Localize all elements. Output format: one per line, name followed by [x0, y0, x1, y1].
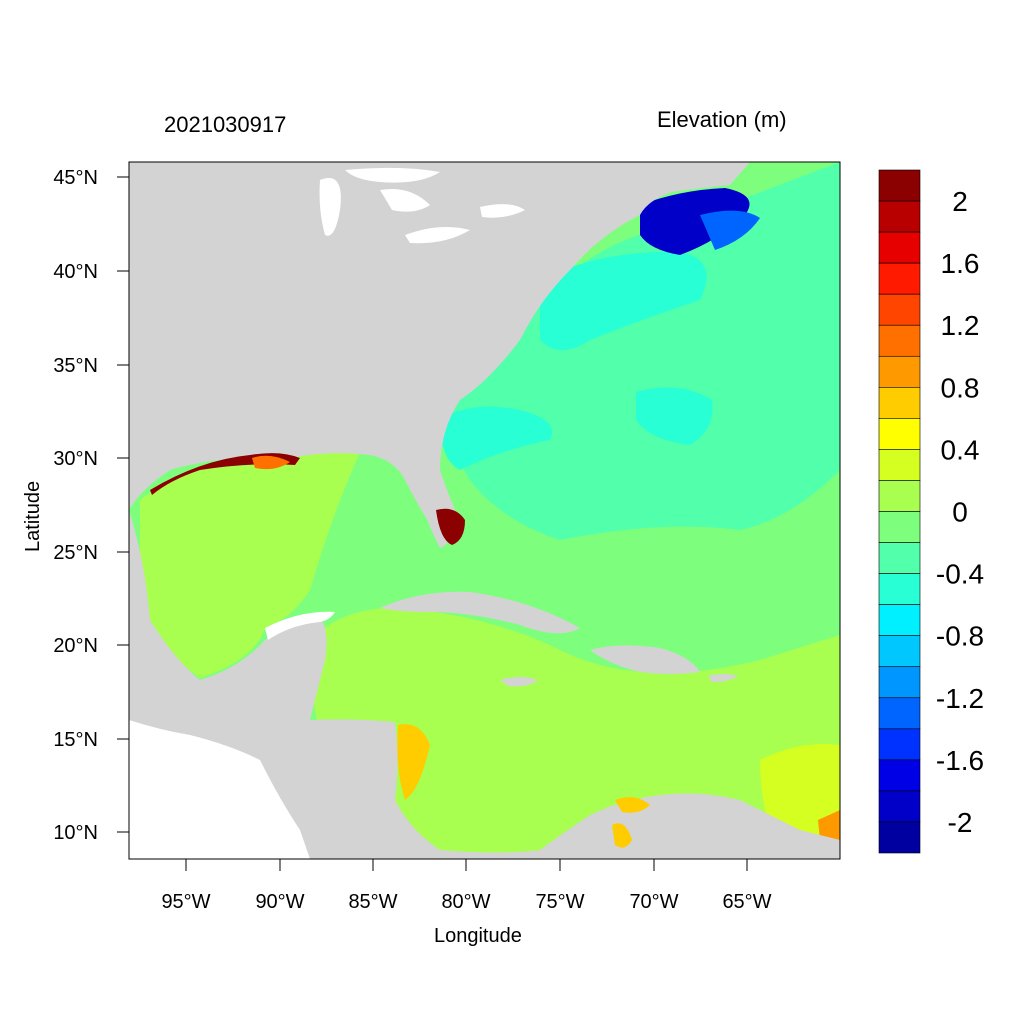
y-axis: 45°N 40°N 35°N 30°N 25°N 20°N 15°N 10°N — [53, 167, 129, 844]
maracaibo-positive — [612, 823, 632, 848]
colorbar-swatch — [878, 262, 921, 295]
colorbar-swatch — [878, 293, 921, 326]
colorbar-swatch — [878, 821, 921, 854]
cuba-land — [380, 591, 580, 634]
colorbar-label: 2 — [952, 186, 968, 217]
y-tick-label: 25°N — [53, 542, 98, 564]
x-tick-label: 90°W — [255, 891, 304, 913]
x-tick-label: 95°W — [161, 891, 210, 913]
hispaniola-land — [590, 645, 700, 674]
colorbar-swatch — [878, 573, 921, 605]
colorbar-swatch — [878, 542, 921, 574]
colorbar-swatch — [878, 790, 921, 823]
x-axis-label: Longitude — [434, 925, 522, 947]
louisiana-surge — [252, 455, 290, 470]
atlantic-eddy — [636, 387, 713, 445]
plot-title-date: 2021030917 — [164, 112, 287, 137]
colorbar-swatch — [878, 635, 921, 668]
colorbar-label: 1.2 — [941, 310, 980, 341]
x-tick-label: 70°W — [629, 891, 678, 913]
y-tick-label: 45°N — [53, 167, 98, 189]
central-america-land — [129, 510, 840, 859]
x-tick-label: 80°W — [441, 891, 490, 913]
x-tick-label: 65°W — [722, 891, 771, 913]
colorbar-label: 0.4 — [941, 434, 980, 465]
atlantic-negative-zone — [440, 162, 840, 540]
plot-title-variable: Elevation (m) — [657, 107, 787, 132]
colorbar-swatch — [878, 759, 921, 792]
south-florida-surge — [436, 508, 465, 545]
y-tick-label: 30°N — [53, 448, 98, 470]
colorbar-swatch — [878, 231, 921, 264]
lake-ontario — [480, 204, 525, 218]
colorbar-swatch — [878, 355, 921, 388]
lake-michigan — [319, 178, 341, 236]
map-panel — [129, 162, 840, 859]
y-tick-label: 10°N — [53, 822, 98, 844]
colorbar-swatch — [878, 697, 921, 730]
colorbar-label: -0.4 — [936, 559, 984, 590]
colorbar-swatch — [878, 324, 921, 357]
colorbar-label: 1.6 — [941, 248, 980, 279]
y-tick-label: 15°N — [53, 729, 98, 751]
lake-erie — [405, 226, 470, 244]
y-tick-label: 20°N — [53, 635, 98, 657]
y-tick-label: 40°N — [53, 261, 98, 283]
y-tick-label: 35°N — [53, 355, 98, 377]
colorbar-swatch — [878, 418, 921, 450]
colorbar-swatch — [878, 511, 921, 543]
lake-huron — [380, 189, 430, 212]
colorbar-swatch — [878, 480, 921, 512]
jamaica-land — [500, 677, 538, 687]
plot-frame — [128, 161, 841, 860]
x-tick-label: 85°W — [348, 891, 397, 913]
colorbar-label: -1.6 — [936, 745, 984, 776]
yucatan-coast — [265, 611, 335, 640]
colorbar-label: -1.2 — [936, 683, 984, 714]
honduras-positive — [397, 724, 430, 800]
gulf-of-mexico-surge — [140, 451, 360, 678]
colorbar-swatch — [878, 728, 921, 761]
colorbar-label: -2 — [948, 807, 973, 838]
venezuela-coast — [615, 796, 650, 813]
colorbar-swatch — [878, 200, 921, 233]
colorbar-swatch — [878, 449, 921, 481]
colorbar-label: 0 — [952, 497, 968, 528]
x-axis: 95°W 90°W 85°W 80°W 75°W 70°W 65°W — [161, 859, 772, 913]
colorbar-label: 0.8 — [941, 372, 980, 403]
colorbar-swatch — [878, 604, 921, 636]
north-america-land — [129, 162, 640, 540]
x-tick-label: 75°W — [535, 891, 584, 913]
gulf-of-maine-negative — [640, 188, 750, 255]
colorbar-label: -0.8 — [936, 621, 984, 652]
gulf-of-maine-gradient — [700, 210, 760, 250]
colorbar-swatch — [878, 169, 921, 202]
lake-superior — [345, 167, 440, 183]
new-england-land — [640, 162, 750, 215]
coastal-negative-band — [540, 251, 707, 350]
florida-coastal-negative — [440, 406, 552, 470]
colorbar-swatch — [878, 666, 921, 699]
pacific-white-region — [129, 720, 310, 859]
colorbar: 2 1.6 1.2 0.8 0.4 0 -0.4 -0.8 -1.2 -1.6 -2 — [878, 169, 984, 854]
puerto-rico-land — [708, 674, 738, 682]
colorbar-swatch — [878, 387, 921, 419]
